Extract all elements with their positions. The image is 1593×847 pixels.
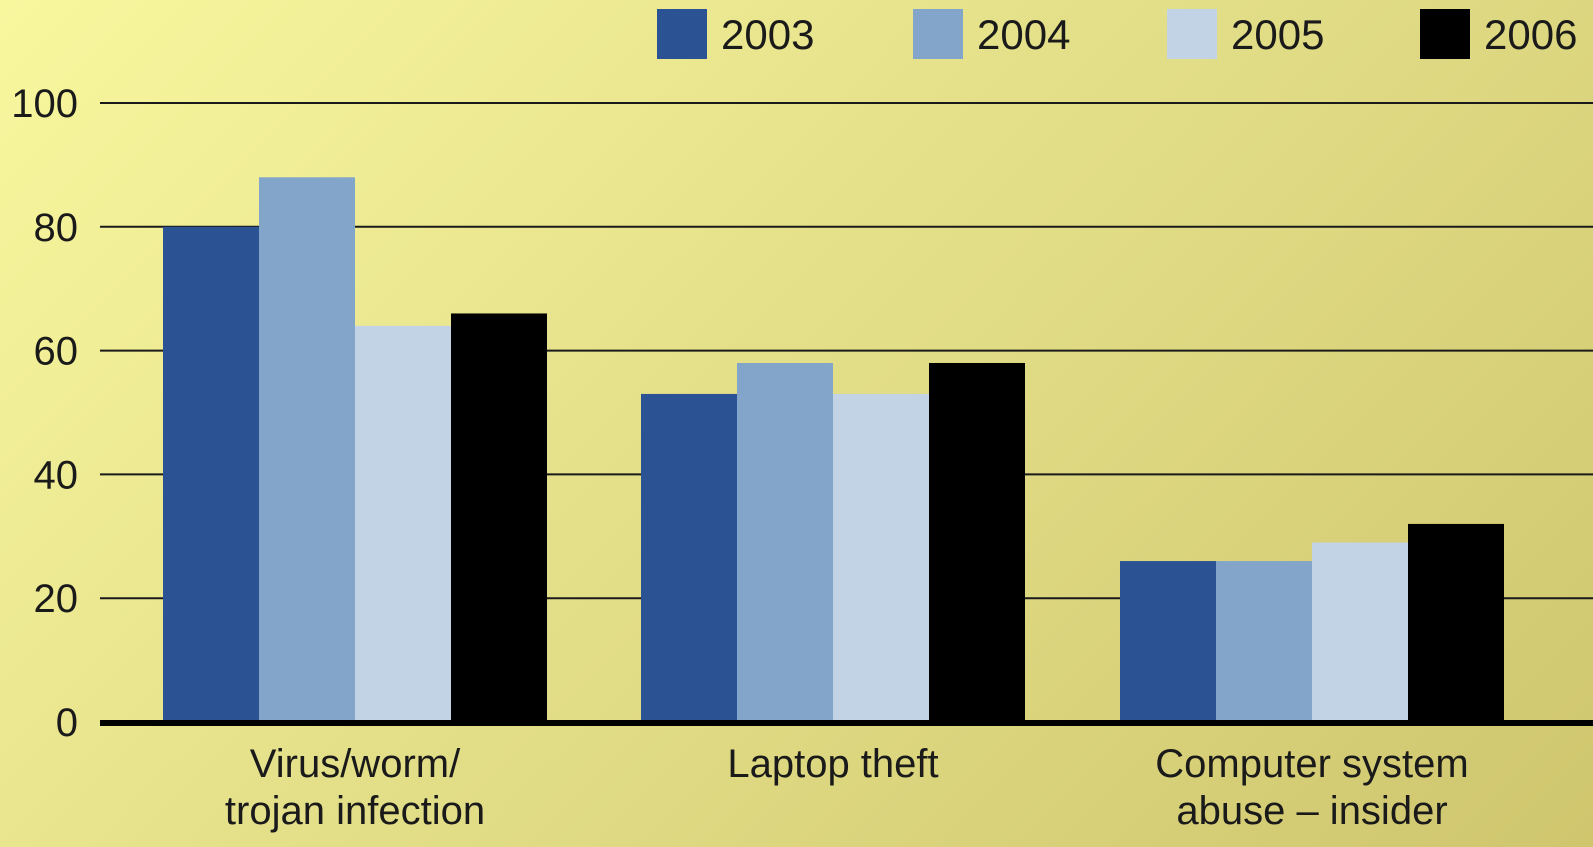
bar-2005-2	[1312, 542, 1408, 722]
y-tick-label: 40	[34, 453, 79, 497]
bar-2005-0	[355, 325, 451, 722]
category-label: Virus/worm/	[250, 742, 461, 786]
bar-2004-1	[737, 362, 833, 722]
bar-2003-2	[1120, 561, 1216, 722]
legend-label: 2005	[1231, 11, 1324, 58]
bar-2006-2	[1408, 523, 1504, 722]
legend-swatch	[1420, 9, 1470, 59]
category-label: trojan infection	[225, 789, 485, 833]
legend-swatch	[657, 9, 707, 59]
legend-item-2005: 2005	[1167, 9, 1324, 59]
bar-2004-2	[1216, 561, 1312, 722]
bar-2003-1	[641, 393, 737, 722]
legend-swatch	[913, 9, 963, 59]
legend: 2003 2004 2005 2006	[657, 9, 1577, 59]
legend-item-2004: 2004	[913, 9, 1070, 59]
bar-2005-1	[833, 393, 929, 722]
y-tick-label: 0	[56, 701, 78, 745]
category-label: Laptop theft	[727, 742, 938, 786]
y-tick-label: 60	[34, 330, 79, 374]
legend-item-2003: 2003	[657, 9, 814, 59]
bar-2006-0	[451, 313, 547, 722]
y-axis-tick-labels: 0 20 40 60 80 100	[11, 82, 78, 745]
legend-label: 2003	[721, 11, 814, 58]
legend-item-2006: 2006	[1420, 9, 1577, 59]
category-label: Computer system	[1155, 742, 1468, 786]
bar-2003-0	[163, 226, 259, 723]
category-label: abuse – insider	[1176, 789, 1447, 833]
bars	[163, 177, 1504, 723]
y-tick-label: 100	[11, 82, 78, 126]
legend-label: 2006	[1484, 11, 1577, 58]
y-tick-label: 80	[34, 206, 79, 250]
legend-swatch	[1167, 9, 1217, 59]
x-axis-category-labels: Virus/worm/trojan infection Laptop theft C…	[225, 742, 1469, 833]
y-tick-label: 20	[34, 577, 79, 621]
bar-2006-1	[929, 362, 1025, 722]
bar-2004-0	[259, 177, 355, 722]
legend-label: 2004	[977, 11, 1070, 58]
